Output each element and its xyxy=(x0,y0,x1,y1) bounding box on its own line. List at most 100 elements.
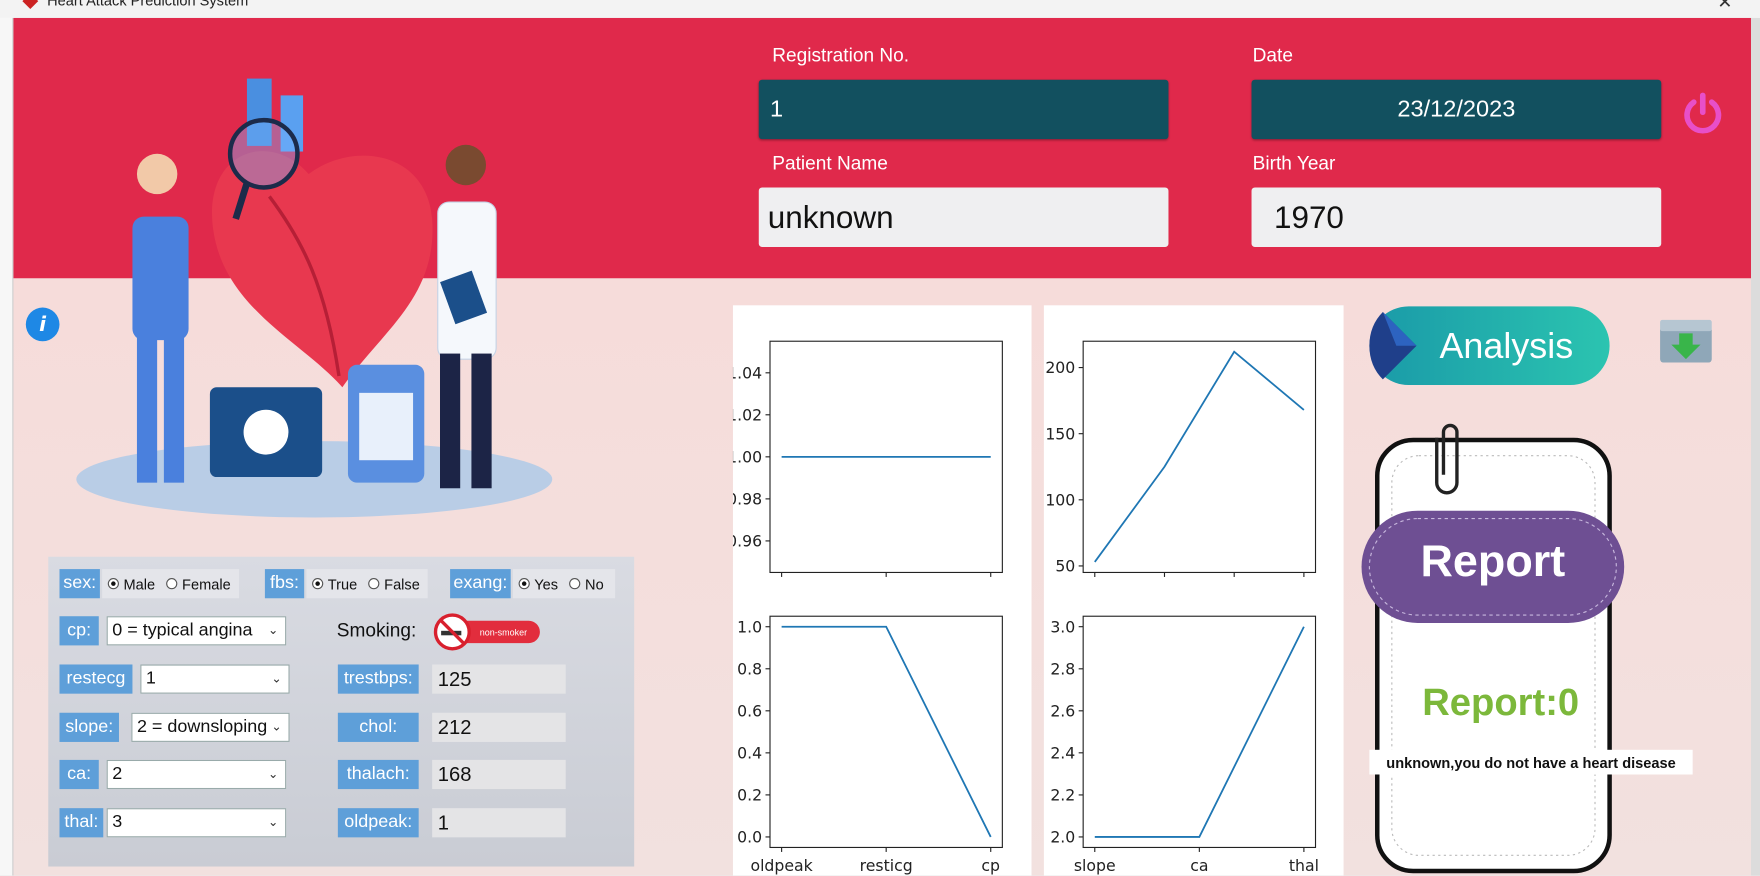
thalach-entry[interactable]: 168 xyxy=(432,759,566,790)
window-edge xyxy=(1751,17,1760,876)
y-tick-label: 2.0 xyxy=(1050,828,1075,847)
smoking-label: Smoking: xyxy=(336,619,417,641)
dropdown-arrow: ⌄ xyxy=(268,767,279,782)
y-tick-label: 2.4 xyxy=(1050,743,1075,762)
ca-combobox[interactable]: 2 ⌄ xyxy=(106,759,287,790)
ca-label: ca: xyxy=(59,759,99,790)
y-tick-label: 2.8 xyxy=(1050,659,1075,678)
y-tick-label: 0.4 xyxy=(737,743,762,762)
y-tick-label: 1.04 xyxy=(733,363,762,382)
restecg-label: restecg xyxy=(59,664,133,694)
x-tick-label: ca xyxy=(1190,856,1208,875)
sex-radio-group: Male Female xyxy=(102,569,240,599)
radio-option[interactable]: No xyxy=(569,575,604,593)
cp-combobox[interactable]: 0 = typical angina ⌄ xyxy=(106,616,287,646)
dropdown-arrow: ⌄ xyxy=(268,624,279,638)
x-tick-label: oldpeak xyxy=(750,856,813,875)
restecg-value: 1 xyxy=(145,668,156,689)
plot-area xyxy=(769,615,1003,849)
radio-button[interactable] xyxy=(368,578,380,590)
chart-panel: 0.96 0.98 1.00 1.02 1.04 0.0 0.2 0.4 0.6 0.8 1.0 ol… xyxy=(732,305,1032,876)
smoking-toggle[interactable]: non-smoker xyxy=(451,620,540,644)
chol-label: chol: xyxy=(337,712,419,742)
y-tick-label: 0.0 xyxy=(737,828,762,847)
line-series xyxy=(781,625,992,838)
oldpeak-entry[interactable]: 1 xyxy=(432,808,566,838)
registration-label: Registration No. xyxy=(772,44,910,67)
ca-value: 2 xyxy=(112,764,123,784)
chart-panel: 50 100 150 200 2.0 2.2 2.4 2.6 2.8 3.0 slope ca thal xyxy=(1043,305,1344,876)
x-tick-label: thal xyxy=(1289,856,1319,875)
y-tick-label: 3.0 xyxy=(1050,617,1075,636)
power-button[interactable] xyxy=(1679,90,1726,137)
window-title: Heart Attack Prediction System xyxy=(47,0,249,9)
plot-area xyxy=(1082,340,1317,574)
radio-option[interactable]: Female xyxy=(166,575,231,593)
y-tick-label: 150 xyxy=(1045,424,1075,443)
y-tick-label: 0.96 xyxy=(733,532,762,551)
thalach-label: thalach: xyxy=(337,759,419,790)
y-tick-label: 0.98 xyxy=(733,489,762,508)
radio-button[interactable] xyxy=(569,578,581,590)
analysis-icon xyxy=(1369,312,1417,380)
app-icon xyxy=(22,0,39,10)
slope-value: 2 = downsloping xyxy=(136,717,268,737)
date-label: Date xyxy=(1252,44,1293,67)
radio-button[interactable] xyxy=(107,578,119,590)
registration-entry[interactable]: 1 xyxy=(758,79,1169,140)
birth-year-label: Birth Year xyxy=(1252,152,1336,174)
cp-value: 0 = typical angina xyxy=(112,620,253,640)
trestbps-entry[interactable]: 125 xyxy=(432,664,566,694)
report-message: unknown,you do not have a heart disease xyxy=(1369,749,1693,775)
report-result: Report:0 xyxy=(1422,681,1580,724)
thal-label: thal: xyxy=(59,808,104,838)
radio-label: Yes xyxy=(534,575,559,593)
dropdown-arrow: ⌄ xyxy=(271,672,282,686)
trestbps-label: trestbps: xyxy=(337,664,419,694)
radio-button[interactable] xyxy=(312,578,324,590)
fbs-label: fbs: xyxy=(264,569,305,599)
close-button[interactable]: ✕ xyxy=(1717,0,1733,13)
radio-label: No xyxy=(585,575,604,593)
fbs-radio-group: True False xyxy=(306,569,428,599)
illustration xyxy=(76,78,553,518)
analysis-label: Analysis xyxy=(1439,324,1574,366)
y-tick-label: 1.02 xyxy=(733,405,762,424)
radio-option[interactable]: True xyxy=(312,575,357,592)
thal-combobox[interactable]: 3 ⌄ xyxy=(106,808,287,838)
date-entry[interactable]: 23/12/2023 xyxy=(1251,79,1662,140)
y-tick-label: 50 xyxy=(1055,557,1075,576)
svg-text:i: i xyxy=(39,312,47,336)
patient-name-label: Patient Name xyxy=(772,152,888,174)
y-tick-label: 1.0 xyxy=(737,617,762,636)
slope-combobox[interactable]: 2 = downsloping ⌄ xyxy=(131,712,290,742)
x-tick-label: resticg xyxy=(860,856,913,875)
x-tick-label: slope xyxy=(1074,856,1116,875)
radio-label: False xyxy=(384,575,420,593)
y-tick-label: 0.8 xyxy=(737,659,762,678)
oldpeak-label: oldpeak: xyxy=(337,808,419,838)
chol-entry[interactable]: 212 xyxy=(432,712,566,742)
save-icon[interactable] xyxy=(1658,318,1714,365)
radio-label: Male xyxy=(123,575,156,593)
info-icon[interactable]: i xyxy=(25,306,61,342)
background-window xyxy=(0,17,14,876)
radio-label: Female xyxy=(182,575,231,593)
y-tick-label: 2.6 xyxy=(1050,701,1075,720)
report-card xyxy=(1361,423,1625,874)
smoking-value: non-smoker xyxy=(479,626,528,637)
restecg-combobox[interactable]: 1 ⌄ xyxy=(140,664,290,694)
radio-button[interactable] xyxy=(518,578,530,590)
line-series xyxy=(1094,350,1305,563)
dropdown-arrow: ⌄ xyxy=(268,816,279,830)
radio-option[interactable]: Yes xyxy=(518,575,559,593)
radio-option[interactable]: False xyxy=(368,575,420,593)
exang-radio-group: Yes No xyxy=(512,569,616,599)
radio-button[interactable] xyxy=(166,578,178,590)
line-series xyxy=(1094,626,1305,838)
plot-area xyxy=(1082,615,1317,849)
birth-year-entry[interactable]: 1970 xyxy=(1251,187,1662,247)
patient-name-entry[interactable]: unknown xyxy=(758,187,1169,247)
radio-option[interactable]: Male xyxy=(107,575,156,593)
